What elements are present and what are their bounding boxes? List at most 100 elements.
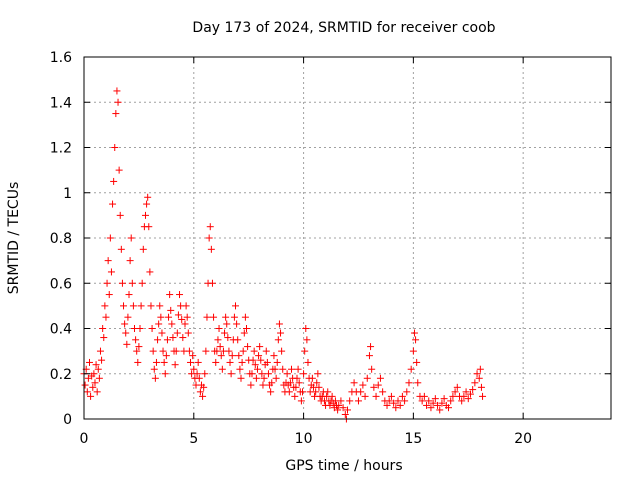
- data-point: [357, 388, 365, 396]
- data-point: [113, 87, 121, 95]
- data-point: [126, 257, 134, 265]
- data-point: [225, 347, 233, 355]
- data-point: [195, 374, 203, 382]
- data-point: [162, 352, 170, 360]
- data-point: [207, 245, 215, 253]
- data-point: [247, 381, 255, 389]
- data-point: [173, 329, 181, 337]
- data-point: [398, 392, 406, 400]
- data-point: [250, 347, 258, 355]
- data-point: [449, 392, 457, 400]
- data-point: [169, 334, 177, 342]
- data-point: [185, 347, 193, 355]
- data-point: [203, 313, 211, 321]
- data-point: [230, 313, 238, 321]
- data-point: [222, 313, 230, 321]
- data-point: [431, 395, 439, 403]
- data-point: [103, 279, 111, 287]
- data-point: [117, 245, 125, 253]
- data-point: [372, 392, 380, 400]
- data-point: [217, 352, 225, 360]
- data-point: [115, 166, 123, 174]
- data-point: [200, 383, 208, 391]
- data-point: [403, 388, 411, 396]
- data-point: [145, 223, 153, 231]
- data-point: [194, 358, 202, 366]
- data-point: [359, 381, 367, 389]
- data-point: [138, 279, 146, 287]
- data-point: [346, 397, 354, 405]
- data-point: [407, 365, 415, 373]
- data-point: [106, 234, 114, 242]
- data-point: [268, 379, 276, 387]
- data-point: [427, 404, 435, 412]
- data-point: [120, 302, 128, 310]
- data-point: [206, 223, 214, 231]
- x-tick-label: 15: [404, 431, 422, 447]
- data-point: [223, 320, 231, 328]
- data-point: [148, 325, 156, 332]
- data-point: [278, 347, 286, 355]
- data-point: [178, 315, 186, 323]
- data-point: [368, 365, 376, 373]
- data-point: [434, 401, 442, 409]
- x-tick-label: 10: [295, 431, 313, 447]
- data-point: [89, 383, 97, 391]
- data-points: [80, 87, 487, 423]
- data-point: [218, 365, 226, 373]
- data-point: [98, 356, 106, 364]
- data-point: [363, 374, 371, 382]
- data-point: [160, 358, 168, 366]
- data-point: [208, 279, 216, 287]
- data-point: [249, 356, 257, 364]
- data-point: [462, 388, 470, 396]
- data-point: [314, 370, 322, 378]
- chart-title: Day 173 of 2024, SRMTID for receiver coo…: [192, 20, 495, 36]
- plot-frame: [83, 56, 612, 420]
- data-point: [102, 313, 110, 321]
- data-point: [273, 358, 281, 366]
- data-point: [129, 302, 137, 310]
- data-point: [159, 347, 167, 355]
- data-point: [221, 329, 229, 337]
- data-point: [150, 365, 158, 373]
- data-point: [294, 365, 302, 373]
- data-point: [157, 313, 165, 321]
- data-point: [283, 370, 291, 378]
- data-point: [105, 291, 113, 299]
- data-point: [328, 392, 336, 400]
- data-point: [436, 406, 444, 414]
- data-point: [300, 370, 308, 378]
- data-point: [158, 329, 166, 337]
- data-point: [128, 279, 136, 287]
- data-point: [205, 234, 213, 242]
- data-point: [168, 320, 176, 328]
- data-point: [83, 388, 91, 396]
- data-point: [144, 193, 152, 201]
- data-point: [154, 336, 162, 344]
- data-point: [236, 365, 244, 373]
- data-point: [451, 388, 459, 396]
- data-point: [361, 392, 369, 400]
- data-point: [184, 329, 192, 337]
- data-point: [396, 401, 404, 409]
- data-point: [418, 397, 426, 405]
- data-point: [262, 347, 270, 355]
- data-point: [475, 374, 483, 382]
- y-tick-label: 1.6: [50, 50, 72, 66]
- data-point: [339, 404, 347, 412]
- y-tick-label: 0: [63, 412, 72, 428]
- data-point: [167, 306, 175, 314]
- data-point: [313, 379, 321, 387]
- data-point: [376, 374, 384, 382]
- data-point: [292, 383, 300, 391]
- data-point: [109, 200, 117, 208]
- data-point: [224, 334, 232, 342]
- data-point: [182, 302, 190, 310]
- data-point: [365, 352, 373, 360]
- data-point: [201, 370, 209, 378]
- data-point: [212, 358, 220, 366]
- data-point: [135, 343, 143, 351]
- data-point: [344, 406, 351, 414]
- data-point: [112, 110, 120, 118]
